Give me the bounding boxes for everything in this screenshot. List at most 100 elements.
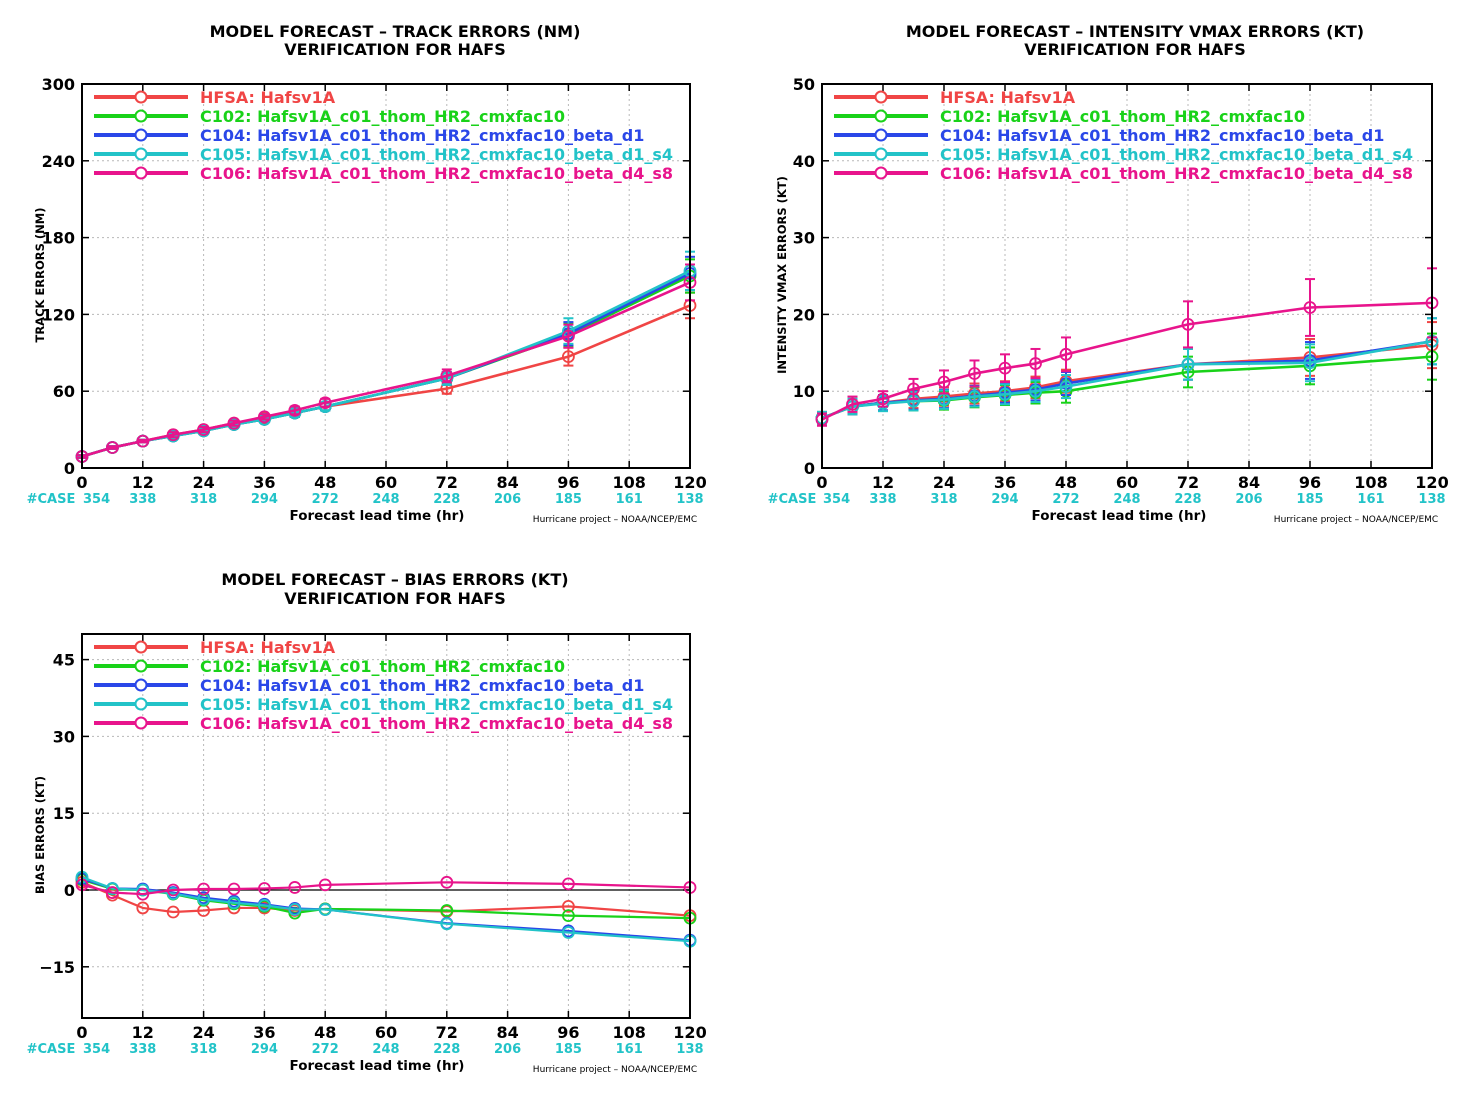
x-tick-label: 36: [994, 473, 1016, 492]
case-count: 185: [1296, 492, 1323, 507]
credit-text: Hurricane project – NOAA/NCEP/EMC: [533, 1065, 697, 1075]
y-tick-label: 45: [53, 651, 75, 670]
y-tick-label: 120: [42, 305, 75, 324]
case-count: 161: [616, 1042, 643, 1057]
y-tick-label: 180: [42, 229, 75, 248]
case-label: #CASE: [27, 1042, 76, 1057]
data-point: [288, 881, 302, 894]
legend-label: C102: Hafsv1A_c01_thom_HR2_cmxfac10: [200, 107, 565, 126]
data-point: [257, 882, 271, 895]
legend-swatch-marker: [134, 678, 148, 692]
legend-label: C102: Hafsv1A_c01_thom_HR2_cmxfac10: [200, 657, 565, 676]
y-tick-label: 30: [793, 229, 815, 248]
data-point: [318, 878, 332, 892]
legend-label: HFSA: Hafsv1A: [200, 88, 336, 107]
legend-label: C106: Hafsv1A_c01_thom_HR2_cmxfac10_beta…: [200, 714, 673, 733]
data-point: [1303, 301, 1317, 314]
case-count: 272: [312, 492, 339, 507]
data-point: [257, 898, 271, 912]
data-point: [1029, 357, 1042, 370]
legend-swatch-marker: [134, 659, 148, 673]
data-point: [562, 909, 575, 922]
case-count: 138: [676, 492, 703, 507]
x-tick-label: 96: [557, 1023, 579, 1042]
data-point: [1059, 347, 1073, 361]
y-tick-label: 50: [793, 75, 815, 94]
legend-item-c105: C105: Hafsv1A_c01_thom_HR2_cmxfac10_beta…: [94, 145, 673, 164]
data-point: [1029, 384, 1042, 398]
legend-label: C105: Hafsv1A_c01_thom_HR2_cmxfac10_beta…: [200, 145, 673, 164]
case-count: 138: [1418, 492, 1445, 507]
legend-label: HFSA: Hafsv1A: [940, 88, 1076, 107]
data-point: [876, 392, 890, 406]
legend-label: C105: Hafsv1A_c01_thom_HR2_cmxfac10_beta…: [940, 145, 1413, 164]
data-point: [106, 882, 119, 895]
data-point: [197, 423, 211, 437]
x-tick-label: 36: [253, 1023, 275, 1042]
x-tick-label: 36: [253, 473, 275, 492]
x-tick-label: 120: [673, 473, 706, 492]
case-count: 185: [555, 1042, 582, 1057]
y-tick-label: 0: [64, 881, 75, 900]
legend-item-c106: C106: Hafsv1A_c01_thom_HR2_cmxfac10_beta…: [94, 164, 673, 183]
data-point: [136, 901, 150, 915]
data-point: [227, 882, 241, 896]
data-point: [562, 877, 575, 891]
x-tick-label: 72: [436, 473, 458, 492]
data-point: [136, 887, 150, 901]
legend-swatch-marker: [134, 716, 148, 730]
legend-swatch-marker: [874, 166, 888, 180]
plot-frame: [81, 83, 691, 469]
data-point: [1181, 317, 1195, 331]
legend-swatch-marker: [134, 90, 148, 104]
data-point: [227, 896, 241, 910]
data-point: [136, 434, 150, 448]
x-tick-label: 96: [557, 473, 579, 492]
legend-swatch-marker: [134, 640, 148, 654]
x-tick-label: 0: [816, 473, 827, 492]
data-point: [968, 390, 981, 403]
data-point: [968, 367, 981, 380]
case-count: 294: [991, 492, 1018, 507]
case-count: 318: [190, 1042, 217, 1057]
x-tick-label: 48: [314, 473, 336, 492]
x-tick-label: 48: [1055, 473, 1077, 492]
x-tick-label: 0: [76, 1023, 87, 1042]
legend-item-c102: C102: Hafsv1A_c01_thom_HR2_cmxfac10: [94, 657, 565, 676]
y-tick-label: 40: [793, 152, 815, 171]
legend-item-c105: C105: Hafsv1A_c01_thom_HR2_cmxfac10_beta…: [834, 145, 1413, 164]
legend-item-hfsa: HFSA: Hafsv1A: [94, 88, 336, 107]
data-point: [846, 397, 859, 411]
x-tick-label: 60: [375, 473, 397, 492]
y-axis-label: INTENSITY VMAX ERRORS (KT): [775, 176, 789, 374]
legend-label: C105: Hafsv1A_c01_thom_HR2_cmxfac10_beta…: [200, 695, 673, 714]
x-tick-label: 12: [132, 1023, 154, 1042]
x-axis-label: Forecast lead time (hr): [1032, 508, 1207, 524]
legend-swatch-marker: [134, 147, 148, 161]
data-point: [1303, 356, 1317, 370]
legend-swatch-marker: [134, 697, 148, 711]
case-count: 206: [1235, 492, 1262, 507]
case-count: 206: [494, 1042, 521, 1057]
legend-label: C104: Hafsv1A_c01_thom_HR2_cmxfac10_beta…: [200, 126, 644, 145]
y-tick-label: −15: [39, 958, 75, 977]
case-count: 206: [494, 492, 521, 507]
case-count: 354: [823, 492, 850, 507]
case-count: 294: [251, 492, 278, 507]
legend-item-hfsa: HFSA: Hafsv1A: [834, 88, 1076, 107]
data-point: [440, 369, 454, 383]
x-axis-label: Forecast lead time (hr): [290, 508, 465, 524]
legend-item-c104: C104: Hafsv1A_c01_thom_HR2_cmxfac10_beta…: [834, 126, 1384, 145]
data-point: [318, 396, 332, 410]
x-tick-label: 60: [375, 1023, 397, 1042]
legend-label: C104: Hafsv1A_c01_thom_HR2_cmxfac10_beta…: [940, 126, 1384, 145]
y-tick-label: 60: [53, 382, 75, 401]
case-count: 272: [1052, 492, 1079, 507]
chart-subtitle: VERIFICATION FOR HAFS: [1024, 40, 1245, 59]
y-tick-label: 300: [42, 75, 75, 94]
legend-item-c106: C106: Hafsv1A_c01_thom_HR2_cmxfac10_beta…: [94, 714, 673, 733]
data-point: [1059, 380, 1073, 393]
legend-label: C104: Hafsv1A_c01_thom_HR2_cmxfac10_beta…: [200, 676, 644, 695]
data-point: [318, 903, 332, 916]
